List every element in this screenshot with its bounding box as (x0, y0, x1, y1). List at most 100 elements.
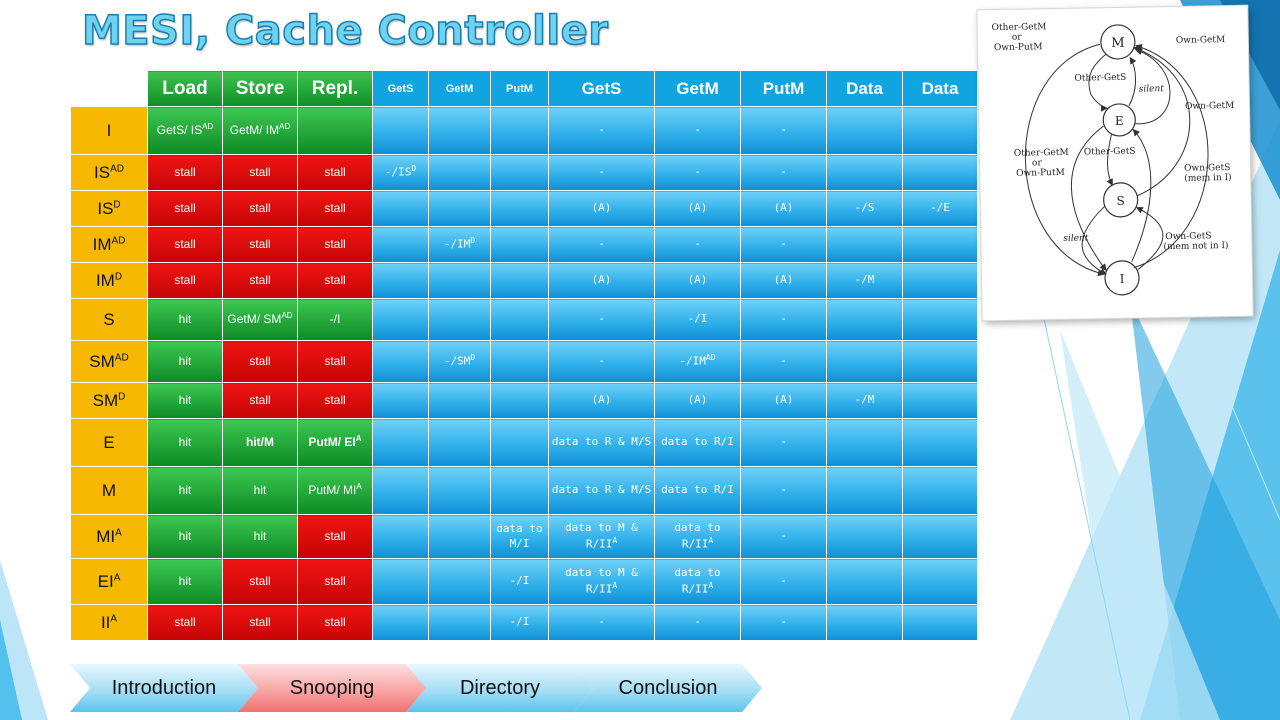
table-row: ISAD stall stall stall -/ISD - - - (70, 154, 978, 191)
table-row: IIA stall stall stall -/I - - - (70, 604, 978, 641)
table-cell: hit (147, 558, 223, 605)
state-name: I (106, 120, 112, 140)
table-cell: stall (222, 382, 298, 419)
table-corner (71, 71, 148, 107)
cell-text: stall (324, 615, 346, 630)
label-other-getm-top-3: Own-PutM (994, 42, 1043, 53)
column-header: Load (147, 70, 223, 107)
cell-text: data to M & R/II (565, 565, 638, 596)
table-cell (372, 226, 429, 263)
table-cell (490, 190, 549, 227)
table-cell (902, 106, 978, 155)
cell-superscript: A (708, 535, 714, 545)
table-cell (428, 106, 491, 155)
table-cell: -/M (826, 262, 903, 299)
table-cell: data to M/I (490, 514, 549, 559)
cell-text: PutM/ EI (308, 435, 356, 450)
table-row: IMD stall stall stall (A) (A) (A) -/M (70, 262, 978, 299)
table-cell: -/IMAD (654, 340, 741, 383)
table-cell (372, 418, 429, 467)
state-superscript: D (113, 198, 121, 210)
table-cell (372, 190, 429, 227)
table-cell (428, 558, 491, 605)
table-cell: stall (297, 514, 373, 559)
state-cell: ISAD (70, 154, 148, 191)
table-cell: - (740, 226, 827, 263)
state-name: SM (92, 390, 119, 410)
cell-text: -/S (854, 201, 875, 215)
cell-text: data to M/I (496, 521, 543, 550)
table-cell: (A) (548, 382, 655, 419)
table-cell (826, 558, 903, 605)
state-label-e: E (1115, 114, 1124, 128)
nav-introduction[interactable]: Introduction (70, 664, 258, 712)
nav-snooping[interactable]: Snooping (238, 664, 426, 712)
table-cell: stall (297, 558, 373, 605)
cell-text: -/IM (443, 237, 471, 251)
cell-text: -/M (854, 273, 875, 287)
label-other-getm-top-2: or (1012, 33, 1023, 43)
cell-superscript: A (612, 535, 618, 545)
table-cell: - (654, 604, 741, 641)
state-name: IM (92, 234, 112, 254)
table-cell: stall (147, 604, 223, 641)
table-cell (902, 340, 978, 383)
cell-text: stall (174, 273, 196, 288)
cell-text: (A) (687, 273, 708, 287)
cell-superscript: AD (705, 353, 716, 363)
table-cell: - (740, 106, 827, 155)
state-cell: I (70, 106, 148, 155)
nav-introduction-label: Introduction (111, 676, 217, 699)
table-cell: -/IMD (428, 226, 491, 263)
cell-text: -/I (329, 312, 341, 327)
table-cell: stall (147, 154, 223, 191)
cell-text: -/M (854, 393, 875, 407)
table-cell (826, 106, 903, 155)
cell-text: - (598, 354, 605, 368)
cell-text: -/I (687, 312, 708, 326)
label-own-getm-mid: Own-GetM (1185, 101, 1234, 112)
transition-edges (1024, 43, 1209, 277)
table-cell (490, 154, 549, 191)
state-superscript: A (113, 571, 121, 583)
cell-text: - (694, 165, 701, 179)
label-other-getm-mid-1: Other-GetM (1014, 148, 1069, 159)
state-diagram-svg: M E S I Other-GetM (992, 22, 1234, 296)
state-cell: ISD (70, 190, 148, 227)
nav-conclusion-label: Conclusion (618, 676, 718, 699)
table-cell: stall (222, 262, 298, 299)
table-cell: -/ISD (372, 154, 429, 191)
nav-conclusion[interactable]: Conclusion (574, 664, 762, 712)
cell-text: stall (249, 393, 271, 408)
table-cell (490, 466, 549, 515)
cell-text: (A) (591, 273, 612, 287)
table-cell (372, 558, 429, 605)
table-cell (372, 106, 429, 155)
table-cell: stall (222, 190, 298, 227)
table-cell: - (654, 106, 741, 155)
cell-superscript: AD (279, 122, 291, 132)
column-header: PutM (740, 70, 827, 107)
table-cell: hit (147, 466, 223, 515)
table-cell: stall (147, 226, 223, 263)
state-name: IS (97, 198, 114, 218)
table-cell: - (740, 466, 827, 515)
cell-text: stall (324, 574, 346, 589)
cell-text: -/I (509, 574, 530, 588)
state-cell: IIA (70, 604, 148, 641)
table-row: MIA hit hit stall data to M/I data to M & R/I… (70, 514, 978, 559)
state-cell: MIA (70, 514, 148, 559)
nav-snooping-label: Snooping (289, 676, 375, 699)
cell-text: - (598, 165, 605, 179)
nav-directory[interactable]: Directory (406, 664, 594, 712)
state-node-e: E (1102, 103, 1136, 137)
column-header: GetM (654, 70, 741, 107)
table-cell (372, 262, 429, 299)
cell-text: stall (324, 354, 346, 369)
cell-text: - (598, 237, 605, 251)
table-cell: - (740, 418, 827, 467)
table-row: SMAD hit stall stall -/SMD - -/IMAD - (70, 340, 978, 383)
table-cell: stall (147, 262, 223, 299)
cell-text: data to R & M/S (551, 435, 652, 449)
